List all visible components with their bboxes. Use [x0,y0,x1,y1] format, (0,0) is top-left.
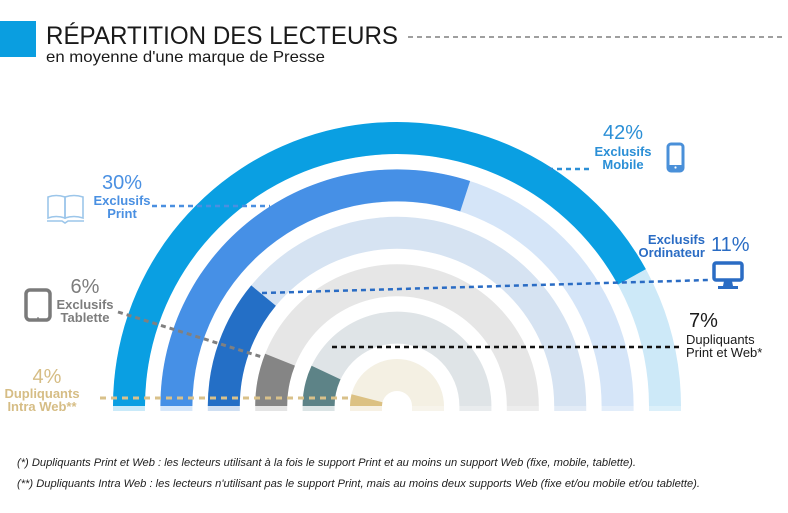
bar-dupliquants-intra-web [349,394,383,406]
tablet-icon [24,288,52,322]
track-exclusifs-tablette [255,264,539,406]
track-exclusifs-ordinateur [207,216,587,406]
book-icon [47,194,84,224]
leader-line-ordinateur [261,278,710,295]
bar-base-left-exclusifs-mobile [113,406,145,411]
header-accent-block [0,21,36,57]
category-label-ordinateur-line2: Ordinateur [639,245,705,260]
category-label-ordinateur-line1: Exclusifs [648,232,705,247]
category-label-intra-web-line2: Intra Web** [7,399,77,414]
bar-exclusifs-ordinateur [207,285,276,406]
category-label-print-et-web-line2: Print et Web* [686,345,762,360]
bar-base-right-exclusifs-mobile [649,406,681,411]
leader-line-tablette [117,310,263,359]
category-label-tablette-line1: Exclusifs [56,297,113,312]
category-label-mobile-line1: Exclusifs [594,144,651,159]
leader-lines [100,167,710,400]
header: RÉPARTITION DES LECTEURS en moyenne d'un… [0,21,782,66]
track-dupliquants-print-et-web [302,311,492,406]
bar-base-right-exclusifs-ordinateur [554,406,587,411]
value-label-print: 30% [102,172,142,194]
bar-base-right-exclusifs-tablette [506,406,539,411]
category-label-print-et-web-line1: Dupliquants [686,332,755,347]
bar-base-left-exclusifs-tablette [255,406,288,411]
data-label-print: 30% Exclusifs Print [47,172,151,224]
page-subtitle: en moyenne d'une marque de Presse [46,49,325,66]
smartphone-icon [666,142,685,173]
category-label-tablette-line2: Tablette [61,310,110,325]
radial-bars [113,121,681,411]
value-label-tablette: 6% [71,276,100,298]
bar-exclusifs-tablette [255,353,295,406]
value-label-mobile: 42% [603,122,643,144]
data-label-print-et-web: 7% Dupliquants Print et Web* [686,310,762,360]
bar-base-left-exclusifs-ordinateur [207,406,240,411]
bar-base-left-dupliquants-intra-web [350,406,382,411]
category-label-print-line2: Print [107,206,137,221]
page-title: RÉPARTITION DES LECTEURS [46,21,398,50]
category-label-intra-web-line1: Dupliquants [4,386,79,401]
bar-base-right-exclusifs-print [601,406,634,411]
track-dupliquants-intra-web [350,359,444,406]
data-label-intra-web: 4% Dupliquants Intra Web** [4,366,79,414]
footnote-print-et-web: (*) Dupliquants Print et Web : les lecte… [17,457,636,469]
category-label-print-line1: Exclusifs [93,193,150,208]
footnotes: (*) Dupliquants Print et Web : les lecte… [17,457,700,490]
bar-exclusifs-mobile [113,121,646,406]
bar-base-left-dupliquants-print-et-web [302,406,335,411]
bar-base-left-exclusifs-print [160,406,193,411]
bar-dupliquants-print-et-web [302,365,341,406]
category-label-mobile-line2: Mobile [602,157,643,172]
value-label-ordinateur: 11% [711,234,750,256]
bar-base-right-dupliquants-print-et-web [459,406,492,411]
value-label-intra-web: 4% [33,366,62,388]
bar-exclusifs-print [160,169,471,406]
data-label-mobile: 42% Exclusifs Mobile [594,122,685,173]
data-label-ordinateur: Exclusifs Ordinateur 11% [639,232,750,289]
footnote-intra-web: (**) Dupliquants Intra Web : les lecteur… [17,478,700,490]
bar-base-right-dupliquants-intra-web [412,406,444,411]
value-label-print-et-web: 7% [689,310,718,332]
data-label-tablette: 6% Exclusifs Tablette [24,276,114,325]
monitor-icon [712,261,744,289]
